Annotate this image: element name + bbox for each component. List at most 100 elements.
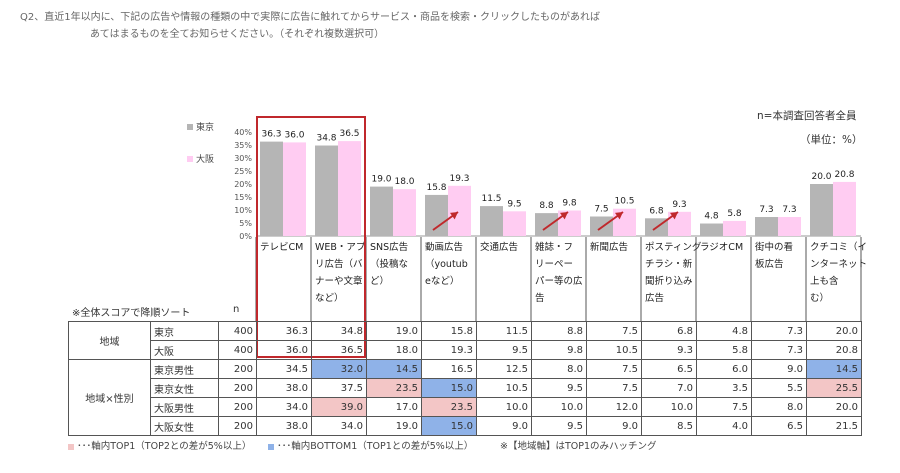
value-cell: 10.0	[641, 397, 697, 417]
bar	[668, 211, 691, 236]
value-cell: 12.5	[476, 359, 532, 379]
n-header: n	[233, 304, 240, 315]
category-label: チラシ・新	[645, 258, 693, 270]
unit-note: （単位：%）	[800, 134, 863, 146]
value-cell: 34.0	[256, 397, 312, 417]
value-cell: 17.0	[366, 397, 422, 417]
value-cell: 15.0	[421, 378, 477, 398]
data-label: 36.5	[339, 129, 359, 139]
table-row: 大阪男性 200 34.0 39.0 17.0 23.5 10.0 10.0 12.0 10.0 7…	[69, 397, 862, 417]
category-label: WEB・アプ	[315, 242, 366, 253]
data-label: 34.8	[316, 134, 336, 144]
y-tick-label: 15%	[234, 193, 252, 202]
value-cell: 36.0	[256, 340, 312, 360]
legend-hatch-note: ※【地域軸】はTOP1のみハッチング	[500, 441, 657, 452]
data-label: 19.0	[371, 175, 391, 185]
bar	[833, 181, 856, 236]
sample-size: 200	[218, 359, 257, 379]
legend-top-note: ･･･軸内TOP1（TOP2との差が5%以上）	[68, 438, 251, 452]
data-label: 36.3	[261, 130, 281, 140]
sample-size: 200	[218, 378, 257, 398]
value-cell: 10.0	[531, 397, 587, 417]
value-cell: 5.8	[696, 340, 752, 360]
y-tick-label: 35%	[234, 141, 252, 150]
group-label: 地域×性別	[68, 359, 151, 436]
bar	[315, 145, 338, 236]
value-cell: 38.0	[256, 378, 312, 398]
category-label: ポスティング	[645, 241, 702, 253]
legend-swatch-osaka	[187, 156, 193, 162]
data-label: 9.8	[562, 199, 577, 209]
row-label: 大阪	[150, 340, 219, 360]
data-label: 8.8	[539, 201, 554, 211]
row-label: 東京女性	[150, 378, 219, 398]
category-label: ラジオCM	[700, 242, 743, 253]
sample-size: 200	[218, 397, 257, 417]
arrow-head	[559, 212, 568, 220]
row-label: 東京男性	[150, 359, 219, 379]
y-tick-label: 30%	[234, 154, 252, 163]
data-label: 7.5	[594, 205, 608, 215]
value-cell: 6.5	[751, 416, 807, 436]
category-label: 広告	[645, 292, 664, 304]
value-cell: 34.5	[256, 359, 312, 379]
category-label: eなど）	[425, 275, 459, 287]
y-tick-label: 0%	[239, 232, 252, 241]
bar	[393, 189, 416, 236]
sample-size: 200	[218, 416, 257, 436]
category-label: 板広告	[755, 258, 784, 270]
bar	[370, 186, 393, 236]
bar	[425, 194, 448, 236]
sample-size: 400	[218, 340, 257, 360]
category-label: 新聞広告	[590, 241, 628, 253]
category-label: 交通広告	[480, 241, 518, 253]
data-label: 11.5	[481, 194, 501, 204]
value-cell: 21.5	[806, 416, 862, 436]
bar	[535, 213, 558, 236]
category-label: SNS広告	[370, 241, 408, 253]
legend-label-osaka: 大阪	[196, 153, 214, 165]
question-text: Q2、直近1年以内に、下記の広告や情報の種類の中で実際に広告に触れてからサービス…	[20, 12, 600, 23]
data-label: 9.5	[507, 199, 521, 209]
table-row: 地域×性別 東京男性 200 34.5 32.0 14.5 16.5 12.5 8.0 7.5 6.…	[68, 359, 862, 436]
bar	[723, 220, 746, 236]
legend-bottom-note: ･･･軸内BOTTOM1（TOP1との差が5%以上）	[268, 438, 473, 452]
value-cell: 5.5	[751, 378, 807, 398]
data-label: 9.3	[672, 200, 686, 210]
legend-top-text: ･･･軸内TOP1（TOP2との差が5%以上）	[77, 441, 252, 452]
data-label: 36.0	[284, 130, 304, 140]
value-cell: 8.8	[531, 321, 587, 341]
value-cell: 9.5	[531, 416, 587, 436]
value-cell: 15.8	[421, 321, 477, 341]
data-label: 10.5	[614, 197, 634, 207]
value-cell: 6.0	[696, 359, 752, 379]
value-cell: 9.5	[531, 378, 587, 398]
value-cell: 7.5	[586, 321, 642, 341]
category-label: 聞折り込み	[645, 275, 693, 287]
legend-bottom-text: ･･･軸内BOTTOM1（TOP1との差が5%以上）	[277, 441, 474, 452]
arrow-head	[614, 212, 623, 220]
category-label: リ広告（バ	[315, 258, 363, 270]
legend-label-tokyo: 東京	[196, 121, 214, 133]
value-cell: 20.8	[806, 340, 862, 360]
value-cell: 34.0	[311, 416, 367, 436]
value-cell: 14.5	[366, 359, 422, 379]
value-cell: 7.5	[586, 359, 642, 379]
value-cell: 20.0	[806, 321, 862, 341]
value-cell: 7.5	[586, 378, 642, 398]
category-label: リーペー	[535, 259, 573, 270]
value-cell: 8.0	[531, 359, 587, 379]
value-cell: 9.0	[751, 359, 807, 379]
value-cell: 10.5	[586, 340, 642, 360]
value-cell: 9.8	[531, 340, 587, 360]
value-cell: 7.3	[751, 340, 807, 360]
value-cell: 10.5	[476, 378, 532, 398]
base-note: n=本調査回答者全員	[757, 110, 857, 122]
bar	[503, 211, 526, 236]
group-label: 地域	[68, 321, 151, 360]
category-label: （投稿な	[370, 258, 408, 270]
value-cell: 19.0	[366, 321, 422, 341]
data-label: 4.8	[704, 212, 719, 222]
value-cell: 9.5	[476, 340, 532, 360]
value-cell: 19.0	[366, 416, 422, 436]
